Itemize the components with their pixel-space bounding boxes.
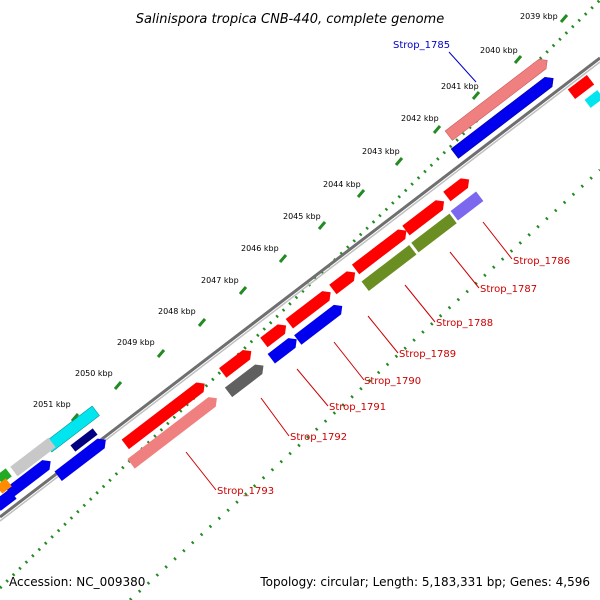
kbp-labels: 2039 kbp 2040 kbp 2041 kbp 2042 kbp 2043… [33,12,558,409]
major-ticks [70,14,569,422]
kbp-label: 2051 kbp [33,400,71,409]
kbp-label: 2043 kbp [362,147,400,156]
gene-label-strop-1789[interactable]: Strop_1789 [399,349,456,360]
kbp-label: 2042 kbp [401,114,439,123]
gene-label-strop-1791[interactable]: Strop_1791 [329,402,386,413]
gene-strop-1786-lavender[interactable] [450,191,484,221]
gene-strop-1792-gray[interactable] [224,361,267,398]
gene-label-strop-1793[interactable]: Strop_1793 [217,486,274,497]
gene-edge-red[interactable] [567,74,595,100]
gene-strop-1787-olive[interactable] [411,213,457,253]
gene-left-orange[interactable] [0,478,12,494]
gene-strop-1793-pink[interactable] [127,393,220,469]
leader-line-1786 [482,221,513,260]
gene-strop-1785-pink[interactable] [444,56,551,141]
gene-left-green[interactable] [0,468,12,484]
kbp-label: 2047 kbp [201,276,239,285]
gene-strop-1790-red[interactable] [285,287,335,329]
leader-lines [185,51,513,491]
gene-edge-cyan[interactable] [584,90,600,108]
gene-strop-1793-red[interactable] [121,379,209,450]
accession-text: Accession: NC_009380 [9,575,145,589]
leader-line-1791 [296,368,329,407]
topology-text: Topology: circular; Length: 5,183,331 bp… [259,575,590,589]
gene-strop-1786-red[interactable] [443,175,473,202]
leader-line-1792 [260,397,290,437]
gene-left-blue-c[interactable] [0,489,17,511]
gene-red-b[interactable] [351,226,410,275]
kbp-label: 2048 kbp [158,307,196,316]
gene-left-navy[interactable] [70,428,98,452]
kbp-label: 2044 kbp [323,180,361,189]
kbp-label: 2041 kbp [441,82,479,91]
gene-left-gray[interactable] [10,437,56,477]
gene-strop-1788-olive[interactable] [361,245,417,291]
gene-red-a[interactable] [402,197,447,236]
gene-strop-1791-blue[interactable] [267,335,301,364]
gene-strop-1791-red[interactable] [260,321,290,348]
kbp-label: 2039 kbp [520,12,558,21]
kbp-label: 2049 kbp [117,338,155,347]
leader-line-1793 [185,451,217,491]
leader-line-1789 [367,315,399,354]
gene-strop-1785-blue[interactable] [450,74,557,159]
gene-label-strop-1787[interactable]: Strop_1787 [480,284,537,295]
kbp-label: 2045 kbp [283,212,321,221]
map-title: Salinispora tropica CNB-440, complete ge… [136,12,444,27]
gene-label-strop-1785[interactable]: Strop_1785 [393,40,450,51]
leader-line-1787 [449,251,480,289]
leader-line-1790 [333,341,365,381]
gene-label-strop-1790[interactable]: Strop_1790 [364,376,421,387]
gene-label-strop-1788[interactable]: Strop_1788 [436,318,493,329]
gene-left-blue-b[interactable] [5,456,55,498]
kbp-label: 2050 kbp [75,369,113,378]
gene-label-strop-1786[interactable]: Strop_1786 [513,256,570,267]
gene-strop-1789-red[interactable] [329,268,359,295]
leader-line-1785 [448,51,477,83]
leader-line-1788 [404,284,436,323]
gene-strop-1790-blue[interactable] [294,301,346,345]
kbp-label: 2046 kbp [241,244,279,253]
kbp-label: 2040 kbp [480,46,518,55]
gene-left-blue-a[interactable] [54,435,110,481]
gene-strop-1792-red[interactable] [219,346,255,378]
gene-label-strop-1792[interactable]: Strop_1792 [290,432,347,443]
